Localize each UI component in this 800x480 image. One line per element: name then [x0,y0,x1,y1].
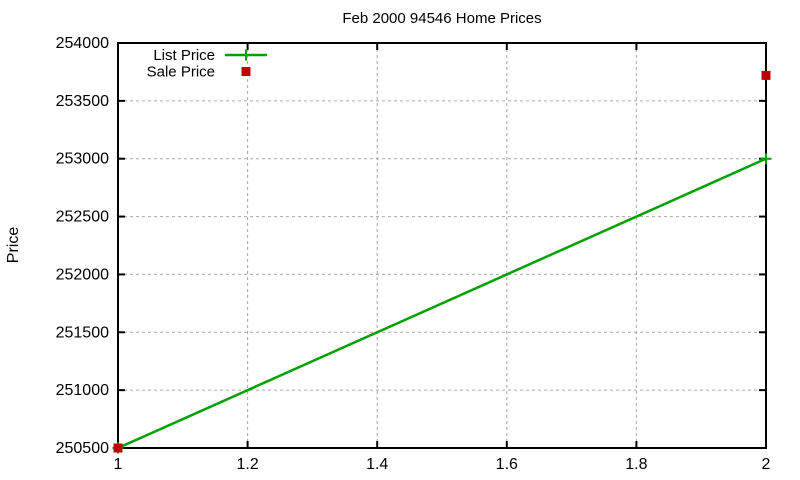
plot-border [117,42,767,449]
x-tick-label: 1.4 [366,456,388,473]
y-tick-label: 252000 [56,266,109,283]
x-tick-label: 1 [114,456,123,473]
y-tick-label: 252500 [56,209,109,226]
legend-sample-list-price-marker [240,49,252,61]
legend-label-sale-price: Sale Price [147,64,215,81]
x-tick-label: 1.2 [236,456,258,473]
y-tick-label: 253500 [56,93,109,110]
y-tick-label: 254000 [56,35,109,52]
y-tick-label: 251000 [56,382,109,399]
list-price-marker [760,153,772,165]
chart-title: Feb 2000 94546 Home Prices [342,10,542,27]
sale-price-point [761,70,771,80]
y-tick-label: 253000 [56,151,109,168]
x-tick-label: 1.8 [625,456,647,473]
y-tick-label: 250500 [56,440,109,457]
legend-sample-sale-price-marker [241,67,251,76]
legend-label-list-price: List Price [153,47,215,64]
x-tick-label: 2 [762,456,771,473]
x-tick-label: 1.6 [496,456,518,473]
list-price-line [117,157,767,450]
sale-price-point [113,443,123,453]
y-tick-label: 251500 [56,324,109,341]
